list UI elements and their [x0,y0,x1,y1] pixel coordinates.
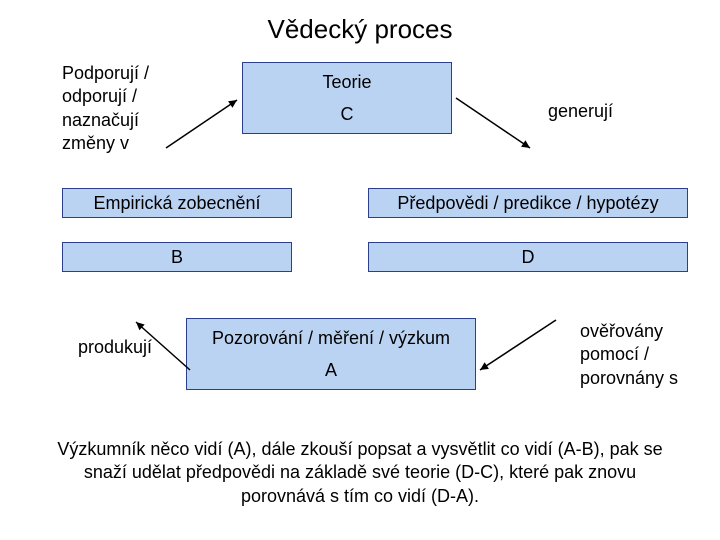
caption: Výzkumník něco vidí (A), dále zkouší pop… [40,438,680,508]
box-theory-title: Teorie [322,71,371,94]
page-title: Vědecký proces [0,14,720,45]
diagram-stage: Vědecký proces Teorie C Empirická zobecn… [0,0,720,540]
box-obs-letter: A [212,359,450,382]
box-obs-title: Pozorování / měření / výzkum [212,327,450,350]
box-b: B [62,242,292,272]
box-observation: Pozorování / měření / výzkum A [186,318,476,390]
label-produce: produkují [78,336,152,359]
box-theory-letter: C [322,103,371,126]
box-d: D [368,242,688,272]
box-predictions: Předpovědi / predikce / hypotézy [368,188,688,218]
box-empirical: Empirická zobecnění [62,188,292,218]
label-support: Podporují / odporují / naznačují změny v [62,62,192,156]
label-verify: ověřovány pomocí / porovnány s [580,320,710,390]
label-generate: generují [548,100,613,123]
box-theory: Teorie C [242,62,452,134]
